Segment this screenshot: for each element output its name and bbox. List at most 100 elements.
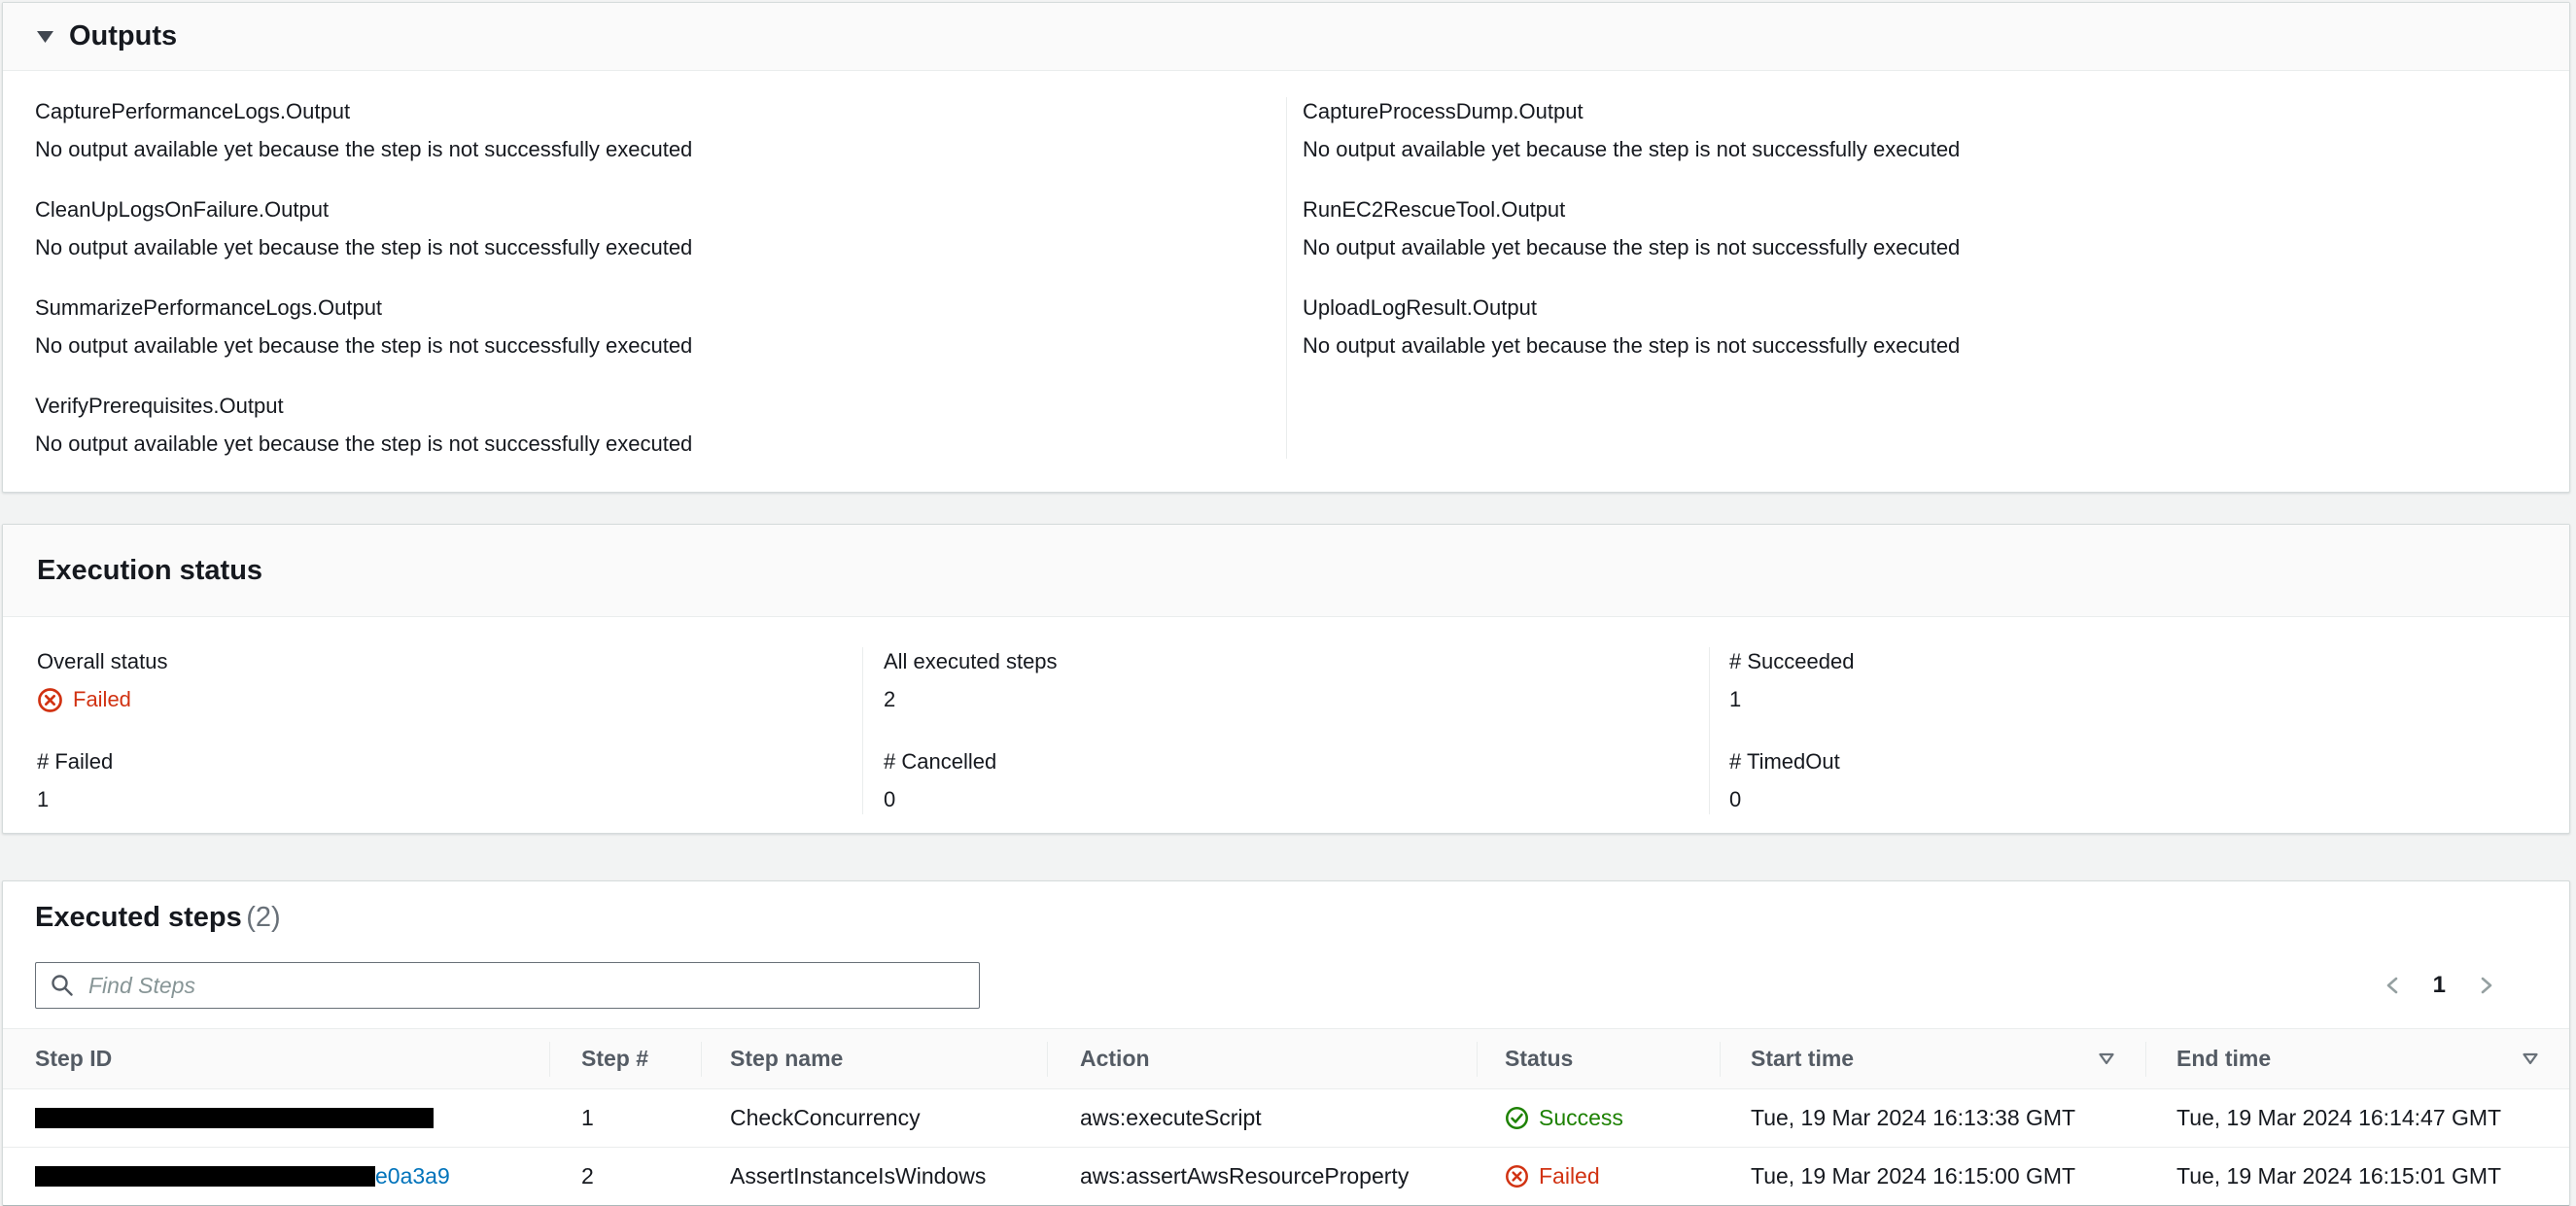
table-row[interactable]: 1 CheckConcurrency aws:executeScript Suc…	[3, 1089, 2569, 1148]
output-name: RunEC2RescueTool.Output	[1303, 197, 1566, 222]
outputs-right-column: CaptureProcessDump.Output No output avai…	[1286, 97, 2569, 459]
column-divider	[1720, 1042, 1721, 1077]
search-icon	[52, 975, 73, 996]
output-value: No output available yet because the step…	[35, 137, 693, 161]
column-header-end-time[interactable]: End time	[2145, 1029, 2569, 1088]
step-id-cell[interactable]: e0a3a9	[3, 1163, 549, 1189]
output-entry: CapturePerformanceLogs.Output No output …	[35, 97, 1286, 164]
field-label: # Succeeded	[1729, 649, 1855, 673]
status-text: Failed	[73, 687, 131, 711]
step-num-cell: 1	[581, 1105, 594, 1130]
find-steps-searchbox[interactable]	[35, 962, 980, 1009]
output-name: SummarizePerformanceLogs.Output	[35, 295, 383, 320]
column-header-start-time[interactable]: Start time	[1720, 1029, 2145, 1088]
column-divider	[2145, 1042, 2146, 1077]
start-time-cell: Tue, 19 Mar 2024 16:15:00 GMT	[1751, 1163, 2076, 1189]
execution-status-section: Execution status Overall status Failed #…	[2, 524, 2570, 834]
output-value: No output available yet because the step…	[35, 235, 693, 259]
status-column: Overall status Failed # Failed 1	[3, 647, 862, 814]
column-divider	[549, 1042, 550, 1077]
end-time-cell: Tue, 19 Mar 2024 16:15:01 GMT	[2176, 1163, 2502, 1189]
outputs-section-header[interactable]: Outputs	[3, 3, 2569, 71]
executed-steps-title-row: Executed steps (2)	[35, 900, 2535, 940]
action-cell: aws:assertAwsResourceProperty	[1080, 1163, 1410, 1189]
output-entry: UploadLogResult.Output No output availab…	[1303, 293, 2569, 361]
step-name-cell: CheckConcurrency	[730, 1105, 921, 1130]
overall-status-value: Failed	[37, 685, 862, 714]
failed-icon	[1506, 1165, 1528, 1188]
execution-status-body: Overall status Failed # Failed 1 All exe…	[3, 617, 2569, 833]
output-name: CleanUpLogsOnFailure.Output	[35, 197, 330, 222]
failed-icon	[38, 687, 62, 712]
success-icon	[1506, 1107, 1528, 1129]
field-label: # Cancelled	[884, 749, 997, 774]
status-text: Failed	[1539, 1163, 1600, 1189]
field-value: 2	[884, 687, 896, 711]
output-value: No output available yet because the step…	[1303, 235, 1961, 259]
field-value: 1	[1729, 687, 1742, 711]
action-cell: aws:executeScript	[1080, 1105, 1262, 1130]
column-header-action: Action	[1047, 1029, 1477, 1088]
output-name: UploadLogResult.Output	[1303, 295, 1537, 320]
output-entry: CaptureProcessDump.Output No output avai…	[1303, 97, 2569, 164]
previous-page-button[interactable]	[2383, 974, 2404, 997]
collapse-caret-icon[interactable]	[37, 30, 53, 43]
field-label: # TimedOut	[1729, 749, 1840, 774]
column-header-step-num: Step #	[549, 1029, 701, 1088]
status-cell: Failed	[1477, 1163, 1720, 1189]
outputs-body: CapturePerformanceLogs.Output No output …	[3, 71, 2569, 492]
output-value: No output available yet because the step…	[1303, 137, 1961, 161]
step-id-link[interactable]: e0a3a9	[375, 1163, 450, 1189]
column-divider	[701, 1042, 702, 1077]
chevron-right-icon	[2481, 977, 2492, 994]
table-row[interactable]: e0a3a9 2 AssertInstanceIsWindows aws:ass…	[3, 1148, 2569, 1205]
chevron-left-icon	[2386, 977, 2397, 994]
field-label: Overall status	[37, 649, 168, 673]
table-header-row: Step ID Step # Step name Action Status S…	[3, 1029, 2569, 1089]
outputs-title: Outputs	[69, 20, 178, 52]
next-page-button[interactable]	[2475, 974, 2496, 997]
status-cell: Success	[1477, 1105, 1720, 1131]
outputs-left-column: CapturePerformanceLogs.Output No output …	[3, 97, 1286, 459]
redacted-step-id	[35, 1166, 375, 1187]
sort-icon[interactable]	[2097, 1050, 2116, 1068]
column-header-status: Status	[1477, 1029, 1720, 1088]
table-toolbar: 1	[35, 962, 2535, 1009]
output-value: No output available yet because the step…	[35, 431, 693, 456]
column-header-step-id: Step ID	[35, 1046, 113, 1071]
field-value: 0	[1729, 787, 1742, 811]
step-num-cell: 2	[581, 1163, 594, 1189]
output-entry: RunEC2RescueTool.Output No output availa…	[1303, 195, 2569, 262]
search-input[interactable]	[87, 971, 965, 1000]
field-value: 1	[37, 787, 50, 811]
executed-steps-toolbar-area: Executed steps (2) 1	[3, 881, 2569, 1009]
execution-status-title: Execution status	[37, 554, 263, 586]
table-top-divider	[3, 1028, 2569, 1029]
output-value: No output available yet because the step…	[1303, 333, 1961, 358]
output-entry: VerifyPrerequisites.Output No output ava…	[35, 392, 1286, 459]
redacted-step-id	[35, 1108, 434, 1128]
sort-icon[interactable]	[2521, 1050, 2540, 1068]
output-entry: SummarizePerformanceLogs.Output No outpu…	[35, 293, 1286, 361]
field-value: 0	[884, 787, 896, 811]
status-column: # Succeeded 1 # TimedOut 0	[1709, 647, 2569, 814]
output-entry: CleanUpLogsOnFailure.Output No output av…	[35, 195, 1286, 262]
status-text: Success	[1539, 1105, 1623, 1130]
column-divider	[1477, 1042, 1478, 1077]
column-header-step-name: Step name	[701, 1029, 1047, 1088]
current-page-number[interactable]: 1	[2432, 972, 2446, 998]
output-value: No output available yet because the step…	[35, 333, 693, 358]
pagination: 1	[2383, 972, 2535, 999]
end-time-cell: Tue, 19 Mar 2024 16:14:47 GMT	[2176, 1105, 2502, 1130]
status-column: All executed steps 2 # Cancelled 0	[862, 647, 1709, 814]
start-time-cell: Tue, 19 Mar 2024 16:13:38 GMT	[1751, 1105, 2076, 1130]
step-id-cell[interactable]	[3, 1108, 549, 1128]
field-label: # Failed	[37, 749, 114, 774]
outputs-section: Outputs CapturePerformanceLogs.Output No…	[2, 2, 2570, 493]
output-name: VerifyPrerequisites.Output	[35, 394, 284, 418]
execution-status-header: Execution status	[3, 525, 2569, 617]
step-name-cell: AssertInstanceIsWindows	[730, 1163, 987, 1189]
executed-steps-section: Executed steps (2) 1	[2, 880, 2570, 1206]
output-name: CapturePerformanceLogs.Output	[35, 99, 351, 123]
